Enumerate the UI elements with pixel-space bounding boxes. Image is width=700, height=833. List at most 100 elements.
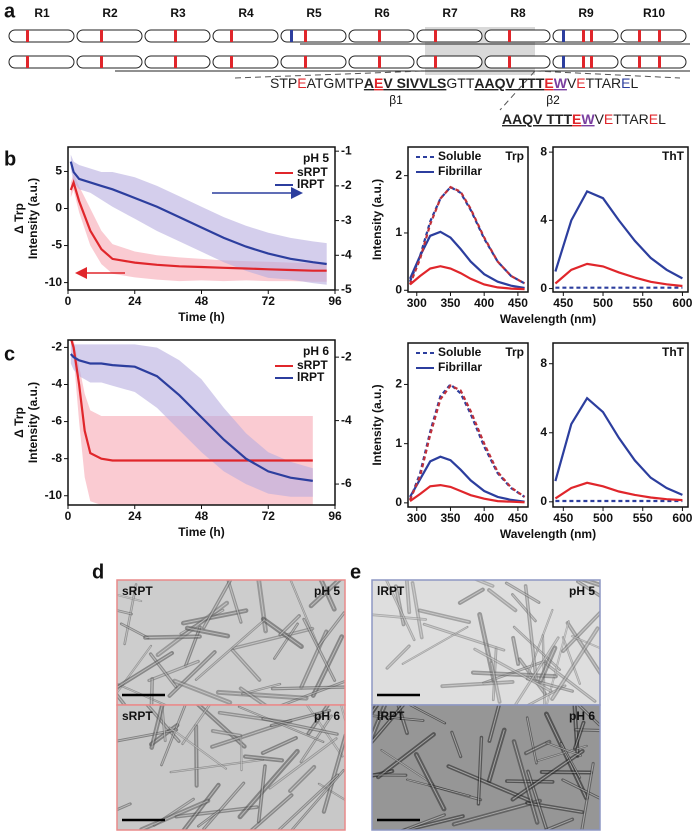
series-line: [554, 481, 683, 502]
fibril-edge: [488, 729, 505, 782]
x-tick-label: 96: [328, 294, 342, 308]
fibril-edge: [562, 779, 600, 799]
image-frame: [116, 704, 346, 831]
fibril-edge: [310, 580, 340, 607]
repeat-box: [76, 29, 143, 43]
x-axis-label: Time (h): [178, 310, 224, 324]
fibril-edge: [372, 715, 424, 722]
legend-label: Soluble: [438, 149, 482, 163]
x-tick-label: 72: [262, 294, 276, 308]
fibril-edge: [117, 729, 177, 742]
x-tick-label: 600: [672, 296, 692, 310]
repeat-box: [484, 29, 551, 43]
residue-stripe: [304, 56, 307, 68]
sample-label: sRPT: [122, 584, 153, 598]
fibril-edge: [386, 645, 410, 669]
fibril-edge: [545, 818, 573, 830]
repeat-box: [212, 29, 279, 43]
panel-label: b: [4, 148, 16, 170]
x-tick-label: 550: [633, 511, 653, 525]
residue-stripe: [582, 56, 585, 68]
strand-label: β2: [546, 93, 560, 107]
fibril-edge: [372, 705, 378, 714]
repeat-label: R10: [643, 6, 665, 20]
repeat-box: [348, 55, 415, 69]
residue-stripe: [378, 56, 381, 68]
residue-stripe: [174, 56, 177, 68]
y2-tick-label: -5: [341, 282, 352, 296]
y-tick-label: 4: [540, 213, 547, 227]
micrograph-image: [372, 705, 600, 830]
residue-group: V: [567, 75, 577, 91]
y2-tick-label: -1: [341, 143, 352, 157]
fibril-edge: [490, 662, 501, 702]
fibril-edge: [273, 623, 298, 659]
fibril-edge: [169, 727, 227, 770]
residue-stripe: [174, 30, 177, 42]
y-tick-label: -4: [51, 377, 62, 391]
sequence: AAQV TTTEWVETTAREL: [502, 111, 666, 127]
fibril-edge: [117, 609, 132, 615]
residue-stripe: [230, 30, 233, 42]
residue-group: V SIVVLS: [383, 75, 446, 91]
x-tick-label: 0: [65, 294, 72, 308]
fibril-edge: [245, 756, 283, 761]
x-tick-label: 300: [407, 511, 427, 525]
residue-group: V: [595, 111, 605, 127]
series-line: [409, 483, 525, 504]
residue-group: AAQV TTT: [502, 111, 572, 127]
annotation: pH 5: [303, 151, 329, 165]
repeat-box: [416, 55, 483, 69]
fibril-edge: [407, 779, 470, 797]
x-tick-label: 24: [128, 294, 142, 308]
fibril-edge: [406, 580, 410, 613]
residue-stripe: [290, 30, 293, 42]
annotation: pH 6: [303, 344, 329, 358]
panel-label: d: [92, 561, 104, 583]
plot-area: [408, 382, 526, 504]
micrograph: lRPT pH 5: [371, 579, 601, 706]
residue-group: L: [658, 111, 666, 127]
plot-frame: [552, 146, 689, 293]
fibril-edge: [233, 628, 313, 649]
fibril-edge: [513, 741, 538, 823]
chart: 450 500 550 600 0 4 8 ThT: [540, 144, 692, 310]
fibril-edge: [231, 649, 260, 681]
error-band: [70, 344, 313, 497]
x-tick-label: 600: [672, 511, 692, 525]
fibril-edge: [415, 754, 445, 810]
series-line: [554, 189, 683, 280]
fibril-edge: [340, 705, 345, 722]
y-axis-label: Intensity (a.u.): [26, 382, 40, 463]
fibril-edge: [203, 580, 232, 628]
residue-group: W: [554, 75, 568, 91]
series-line: [69, 161, 327, 266]
fibril-edge: [317, 612, 345, 647]
y2-tick-label: -2: [341, 178, 352, 192]
fibril-edge: [240, 736, 243, 771]
residue-stripe: [26, 56, 29, 68]
residue-stripe: [434, 56, 437, 68]
y-axis-label: Δ Trp: [12, 407, 26, 438]
micrograph: sRPT pH 5: [116, 579, 346, 706]
x-tick-label: 350: [440, 511, 460, 525]
image-background: [117, 580, 345, 705]
y2-tick-label: -3: [341, 213, 352, 227]
y-axis-label: Intensity (a.u.): [26, 178, 40, 259]
fibril-edge: [151, 705, 163, 748]
fibril-edge: [526, 717, 537, 764]
condition-label: pH 5: [569, 584, 595, 598]
residue-group: ATGMTP: [307, 75, 364, 91]
fibril-edge: [423, 623, 505, 651]
fibril-edge: [117, 645, 152, 694]
x-tick-label: 400: [474, 296, 494, 310]
fibril-edge: [451, 732, 462, 757]
x-axis-label: Wavelength (nm): [500, 312, 596, 326]
fibril-edge: [583, 580, 600, 586]
y-tick-label: 2: [395, 168, 402, 182]
y-tick-label: 8: [540, 356, 547, 370]
fibril-edge: [150, 653, 177, 688]
y-tick-label: -10: [45, 488, 63, 502]
fibril-edge: [527, 685, 566, 705]
repeat-box: [552, 55, 619, 69]
